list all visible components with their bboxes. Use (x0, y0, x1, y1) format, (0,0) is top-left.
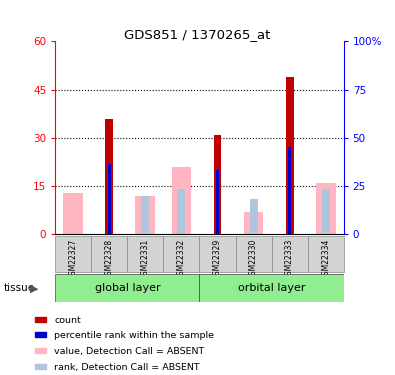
Text: GSM22328: GSM22328 (105, 239, 114, 280)
Bar (64, 192, 83, 234)
Bar (177, 189, 185, 234)
Text: percentile rank within the sample: percentile rank within the sample (54, 331, 214, 340)
Text: GSM22334: GSM22334 (321, 239, 330, 280)
Bar (164, 236, 199, 272)
Bar (214, 135, 222, 234)
Bar (105, 118, 113, 234)
Bar (171, 167, 191, 234)
Text: value, Detection Call = ABSENT: value, Detection Call = ABSENT (54, 347, 205, 356)
Bar (272, 236, 308, 272)
Bar (91, 236, 127, 272)
Text: tissue: tissue (4, 283, 35, 292)
Text: GSM22329: GSM22329 (213, 239, 222, 280)
Text: count: count (54, 316, 81, 325)
Bar (35, 317, 46, 322)
Text: orbital layer: orbital layer (238, 283, 305, 293)
Text: GSM22327: GSM22327 (69, 239, 78, 280)
Bar (199, 274, 344, 302)
Text: ▶: ▶ (30, 284, 38, 293)
Bar (250, 199, 258, 234)
Bar (216, 170, 219, 234)
Bar (141, 196, 149, 234)
Bar (35, 364, 46, 369)
Bar (107, 164, 111, 234)
Text: global layer: global layer (94, 283, 160, 293)
Bar (135, 196, 155, 234)
Text: GDS851 / 1370265_at: GDS851 / 1370265_at (124, 28, 271, 41)
Bar (235, 236, 272, 272)
Bar (286, 76, 293, 234)
Text: GSM22331: GSM22331 (141, 239, 150, 280)
Text: GSM22333: GSM22333 (285, 239, 294, 280)
Bar (322, 189, 329, 234)
Bar (308, 236, 344, 272)
Bar (316, 183, 335, 234)
Bar (35, 332, 46, 337)
Text: GSM22330: GSM22330 (249, 239, 258, 280)
Text: GSM22332: GSM22332 (177, 239, 186, 280)
Bar (199, 236, 235, 272)
Bar (288, 147, 292, 234)
Text: rank, Detection Call = ABSENT: rank, Detection Call = ABSENT (54, 363, 200, 372)
Bar (55, 274, 199, 302)
Bar (35, 348, 46, 352)
Bar (55, 236, 91, 272)
Bar (127, 236, 164, 272)
Bar (244, 212, 263, 234)
